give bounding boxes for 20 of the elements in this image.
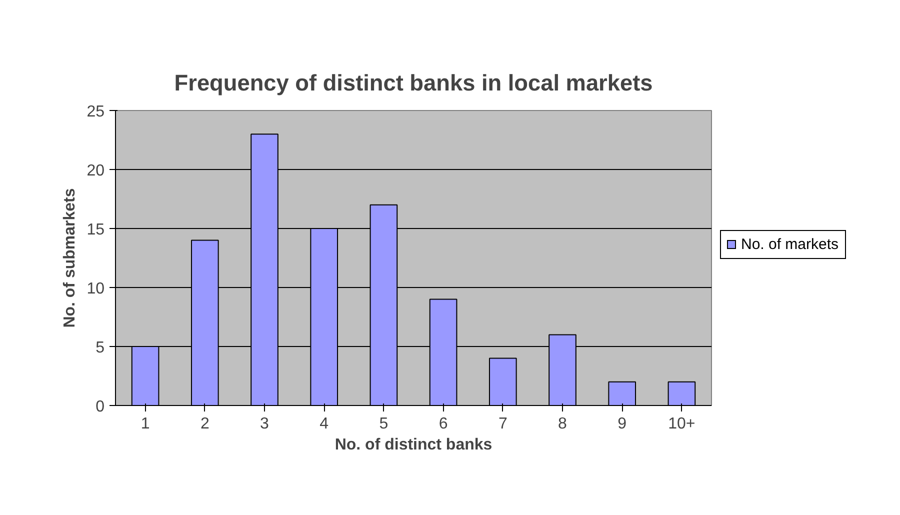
y-tick-label: 5 bbox=[96, 340, 105, 356]
x-tick-label: 6 bbox=[438, 416, 448, 432]
x-tick-label: 5 bbox=[379, 416, 388, 432]
x-axis-title: No. of distinct banks bbox=[334, 436, 492, 454]
x-tick-label: 8 bbox=[558, 416, 568, 432]
x-tick-label: 3 bbox=[260, 416, 270, 432]
x-tick-label: 2 bbox=[200, 416, 210, 432]
x-tick-label: 1 bbox=[140, 416, 150, 432]
y-tick-label: 20 bbox=[86, 162, 105, 180]
y-tick-label: 15 bbox=[86, 222, 105, 238]
x-tick-label: 10+ bbox=[668, 416, 696, 432]
y-tick-label: 25 bbox=[86, 104, 105, 120]
x-tick-label: 4 bbox=[320, 416, 329, 432]
x-tick-label: 9 bbox=[618, 416, 627, 432]
y-tick-label: 0 bbox=[96, 398, 105, 416]
y-tick-label: 10 bbox=[86, 280, 105, 298]
chart-title: Frequency of distinct banks in local markets bbox=[174, 70, 653, 96]
legend-label: No. of markets bbox=[741, 235, 839, 255]
x-tick-label: 7 bbox=[498, 416, 508, 432]
y-axis-title: No. of submarkets bbox=[62, 188, 79, 328]
